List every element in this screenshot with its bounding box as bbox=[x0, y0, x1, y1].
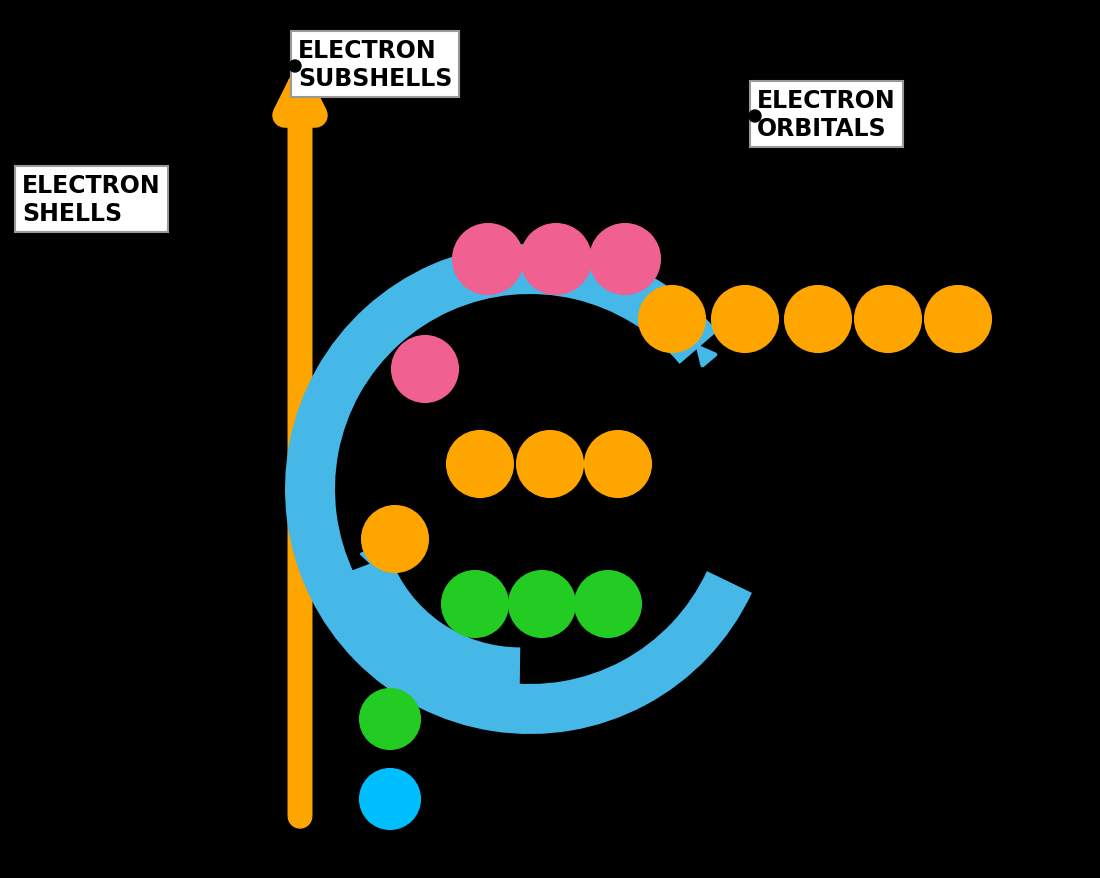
Circle shape bbox=[360, 689, 420, 749]
Circle shape bbox=[749, 111, 761, 123]
Circle shape bbox=[447, 431, 513, 498]
Circle shape bbox=[189, 194, 201, 205]
Circle shape bbox=[925, 287, 991, 353]
Text: ELECTRON
SHELLS: ELECTRON SHELLS bbox=[22, 174, 161, 226]
Circle shape bbox=[392, 336, 458, 402]
Circle shape bbox=[360, 769, 420, 829]
Circle shape bbox=[639, 287, 705, 353]
Circle shape bbox=[575, 572, 641, 637]
Circle shape bbox=[509, 572, 575, 637]
Circle shape bbox=[453, 225, 522, 295]
Circle shape bbox=[521, 225, 591, 295]
Circle shape bbox=[585, 431, 651, 498]
Text: ELECTRON
SUBSHELLS: ELECTRON SUBSHELLS bbox=[298, 39, 452, 90]
Text: ELECTRON
ORBITALS: ELECTRON ORBITALS bbox=[757, 89, 895, 140]
Circle shape bbox=[785, 287, 851, 353]
Circle shape bbox=[289, 61, 301, 73]
Circle shape bbox=[442, 572, 508, 637]
Circle shape bbox=[362, 507, 428, 572]
Circle shape bbox=[855, 287, 921, 353]
Circle shape bbox=[712, 287, 778, 353]
Circle shape bbox=[590, 225, 660, 295]
Circle shape bbox=[517, 431, 583, 498]
